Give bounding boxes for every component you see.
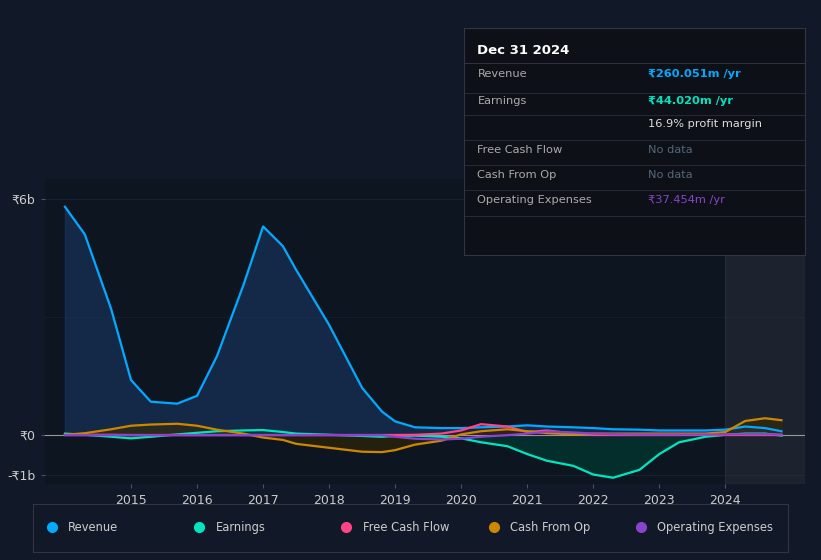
Text: Free Cash Flow: Free Cash Flow	[478, 145, 562, 155]
Text: 16.9% profit margin: 16.9% profit margin	[648, 119, 762, 129]
Bar	[725, 179, 805, 484]
Text: Dec 31 2024: Dec 31 2024	[478, 44, 570, 57]
Text: Earnings: Earnings	[216, 521, 265, 534]
Text: Free Cash Flow: Free Cash Flow	[363, 521, 449, 534]
Text: No data: No data	[648, 145, 692, 155]
Text: ₹260.051m /yr: ₹260.051m /yr	[648, 69, 741, 79]
Text: Earnings: Earnings	[478, 96, 527, 106]
Text: ₹37.454m /yr: ₹37.454m /yr	[648, 195, 725, 205]
Text: No data: No data	[648, 170, 692, 180]
Text: Cash From Op: Cash From Op	[478, 170, 557, 180]
Text: Operating Expenses: Operating Expenses	[658, 521, 773, 534]
Text: Revenue: Revenue	[68, 521, 118, 534]
Text: ₹44.020m /yr: ₹44.020m /yr	[648, 96, 733, 106]
Text: Operating Expenses: Operating Expenses	[478, 195, 592, 205]
Text: Cash From Op: Cash From Op	[510, 521, 590, 534]
Text: Revenue: Revenue	[478, 69, 527, 79]
